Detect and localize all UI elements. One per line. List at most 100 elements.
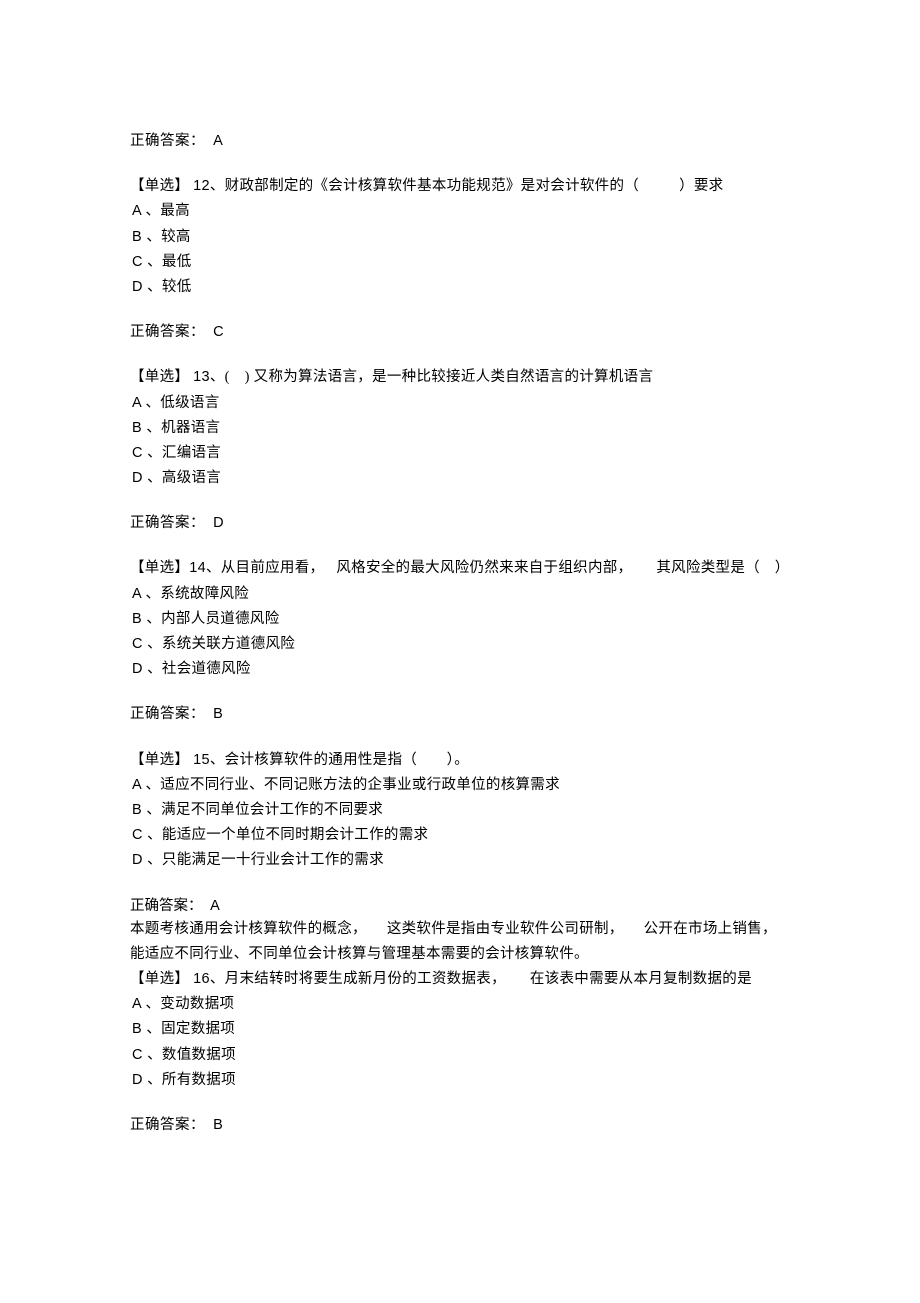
option-text: 、数值数据项: [147, 1047, 236, 1063]
option-a: A 、适应不同行业、不同记账方法的企事业或行政单位的核算需求: [130, 774, 790, 797]
question-text-c: 其风险类型是（ ）: [656, 560, 789, 576]
option-text: 、高级语言: [147, 470, 221, 486]
option-label: A: [132, 586, 146, 602]
answer-value: D: [213, 515, 224, 531]
answer-value: A: [210, 898, 220, 914]
option-b: B 、满足不同单位会计工作的不同要求: [130, 799, 790, 822]
option-label: D: [132, 1072, 147, 1088]
question-q14: 【单选】14、从目前应用看，风格安全的最大风险仍然来来自于组织内部，其风险类型是…: [130, 557, 790, 681]
option-text: 、较高: [146, 229, 190, 245]
question-q16: 【单选】 16、月末结转时将要生成新月份的工资数据表，在该表中需要从本月复制数据…: [130, 968, 790, 1092]
option-text: 、汇编语言: [147, 445, 221, 461]
answer-prefix: 正确答案：: [130, 706, 205, 722]
option-c: C 、数值数据项: [130, 1044, 790, 1067]
explanation-line-2: 能适应不同行业、不同单位会计核算与管理基本需要的会计核算软件。: [130, 943, 790, 966]
option-text: 、只能满足一十行业会计工作的需求: [147, 852, 384, 868]
option-label: D: [132, 279, 147, 295]
option-label: B: [132, 1021, 146, 1037]
answer-value: C: [213, 324, 224, 340]
question-stem: 【单选】 16、月末结转时将要生成新月份的工资数据表，在该表中需要从本月复制数据…: [130, 968, 790, 991]
option-text: 、适应不同行业、不同记账方法的企事业或行政单位的核算需求: [146, 777, 560, 793]
question-number: 12: [193, 178, 210, 194]
option-b: B 、较高: [130, 226, 790, 249]
option-label: D: [132, 852, 147, 868]
option-text: 、最高: [146, 203, 190, 219]
answer-line-q11: 正确答案： A: [130, 130, 790, 153]
option-text: 、社会道德风险: [147, 661, 251, 677]
question-q13: 【单选】 13、( ) 又称为算法语言，是一种比较接近人类自然语言的计算机语言 …: [130, 366, 790, 490]
option-d: D 、较低: [130, 276, 790, 299]
question-text: 、财政部制定的《会计核算软件基本功能规范》是对会计软件的（: [210, 178, 639, 194]
explanation-text: 能适应不同行业、不同单位会计核算与管理基本需要的会计核算软件。: [130, 946, 589, 962]
option-c: C 、汇编语言: [130, 442, 790, 465]
option-a: A 、变动数据项: [130, 993, 790, 1016]
option-label: C: [132, 445, 147, 461]
option-text: 、固定数据项: [146, 1021, 235, 1037]
question-tag: 【单选】: [130, 178, 189, 194]
question-text-b: 在该表中需要从本月复制数据的是: [530, 971, 752, 987]
answer-value: B: [213, 706, 223, 722]
option-a: A 、低级语言: [130, 392, 790, 415]
option-label: B: [132, 229, 146, 245]
option-label: C: [132, 636, 147, 652]
question-number: 13: [193, 369, 210, 385]
option-label: A: [132, 395, 146, 411]
question-tag: 【单选】: [130, 752, 189, 768]
question-q15: 【单选】 15、会计核算软件的通用性是指（ ）。 A 、适应不同行业、不同记账方…: [130, 749, 790, 873]
option-label: B: [132, 611, 146, 627]
question-text-b: 风格安全的最大风险仍然来来自于组织内部，: [336, 560, 632, 576]
question-number: 14: [189, 560, 206, 576]
question-stem: 【单选】 12、财政部制定的《会计核算软件基本功能规范》是对会计软件的（ ）要求: [130, 175, 790, 198]
option-text: 、最低: [147, 254, 191, 270]
question-text-a: 、月末结转时将要生成新月份的工资数据表，: [210, 971, 506, 987]
option-text: 、变动数据项: [146, 996, 235, 1012]
question-stem: 【单选】14、从目前应用看，风格安全的最大风险仍然来来自于组织内部，其风险类型是…: [130, 557, 790, 580]
option-text: 、系统故障风险: [146, 586, 250, 602]
option-label: D: [132, 470, 147, 486]
answer-prefix: 正确答案：: [130, 515, 205, 531]
option-label: C: [132, 1047, 147, 1063]
option-text: 、内部人员道德风险: [146, 611, 279, 627]
question-tag: 【单选】: [130, 560, 189, 576]
option-d: D 、高级语言: [130, 467, 790, 490]
question-q12: 【单选】 12、财政部制定的《会计核算软件基本功能规范》是对会计软件的（）要求 …: [130, 175, 790, 299]
option-label: C: [132, 254, 147, 270]
option-label: D: [132, 661, 147, 677]
question-text: 、( ) 又称为算法语言，是一种比较接近人类自然语言的计算机语言: [210, 369, 653, 385]
explanation-text: 这类软件是指由专业软件公司研制，: [387, 921, 624, 937]
question-tag: 【单选】: [130, 369, 189, 385]
answer-line-q16: 正确答案： B: [130, 1114, 790, 1137]
option-text: 、所有数据项: [147, 1072, 236, 1088]
answer-prefix: 正确答案：: [130, 324, 205, 340]
option-d: D 、所有数据项: [130, 1069, 790, 1092]
question-stem: 【单选】 15、会计核算软件的通用性是指（ ）。: [130, 749, 790, 772]
option-label: A: [132, 203, 146, 219]
option-text: 、系统关联方道德风险: [147, 636, 295, 652]
option-text: 、机器语言: [146, 420, 220, 436]
option-b: B 、机器语言: [130, 417, 790, 440]
answer-line-q15: 正确答案： A: [130, 895, 790, 918]
answer-line-q13: 正确答案： D: [130, 512, 790, 535]
option-a: A 、最高: [130, 200, 790, 223]
option-b: B 、固定数据项: [130, 1018, 790, 1041]
answer-prefix: 正确答案：: [130, 898, 203, 914]
question-text: 、会计核算软件的通用性是指（ ）。: [210, 752, 469, 768]
option-label: C: [132, 827, 147, 843]
question-number: 16: [193, 971, 210, 987]
answer-line-q14: 正确答案： B: [130, 703, 790, 726]
option-text: 、满足不同单位会计工作的不同要求: [146, 802, 383, 818]
option-a: A 、系统故障风险: [130, 583, 790, 606]
answer-line-q12: 正确答案： C: [130, 321, 790, 344]
option-label: B: [132, 420, 146, 436]
option-label: B: [132, 802, 146, 818]
option-text: 、较低: [147, 279, 191, 295]
option-b: B 、内部人员道德风险: [130, 608, 790, 631]
option-text: 、能适应一个单位不同时期会计工作的需求: [147, 827, 428, 843]
answer-value: A: [213, 133, 223, 149]
option-label: A: [132, 996, 146, 1012]
question-text-b: ）要求: [679, 178, 723, 194]
question-number: 15: [193, 752, 210, 768]
option-d: D 、社会道德风险: [130, 658, 790, 681]
answer-value: B: [213, 1117, 223, 1133]
explanation-text: 本题考核通用会计核算软件的概念，: [130, 921, 367, 937]
